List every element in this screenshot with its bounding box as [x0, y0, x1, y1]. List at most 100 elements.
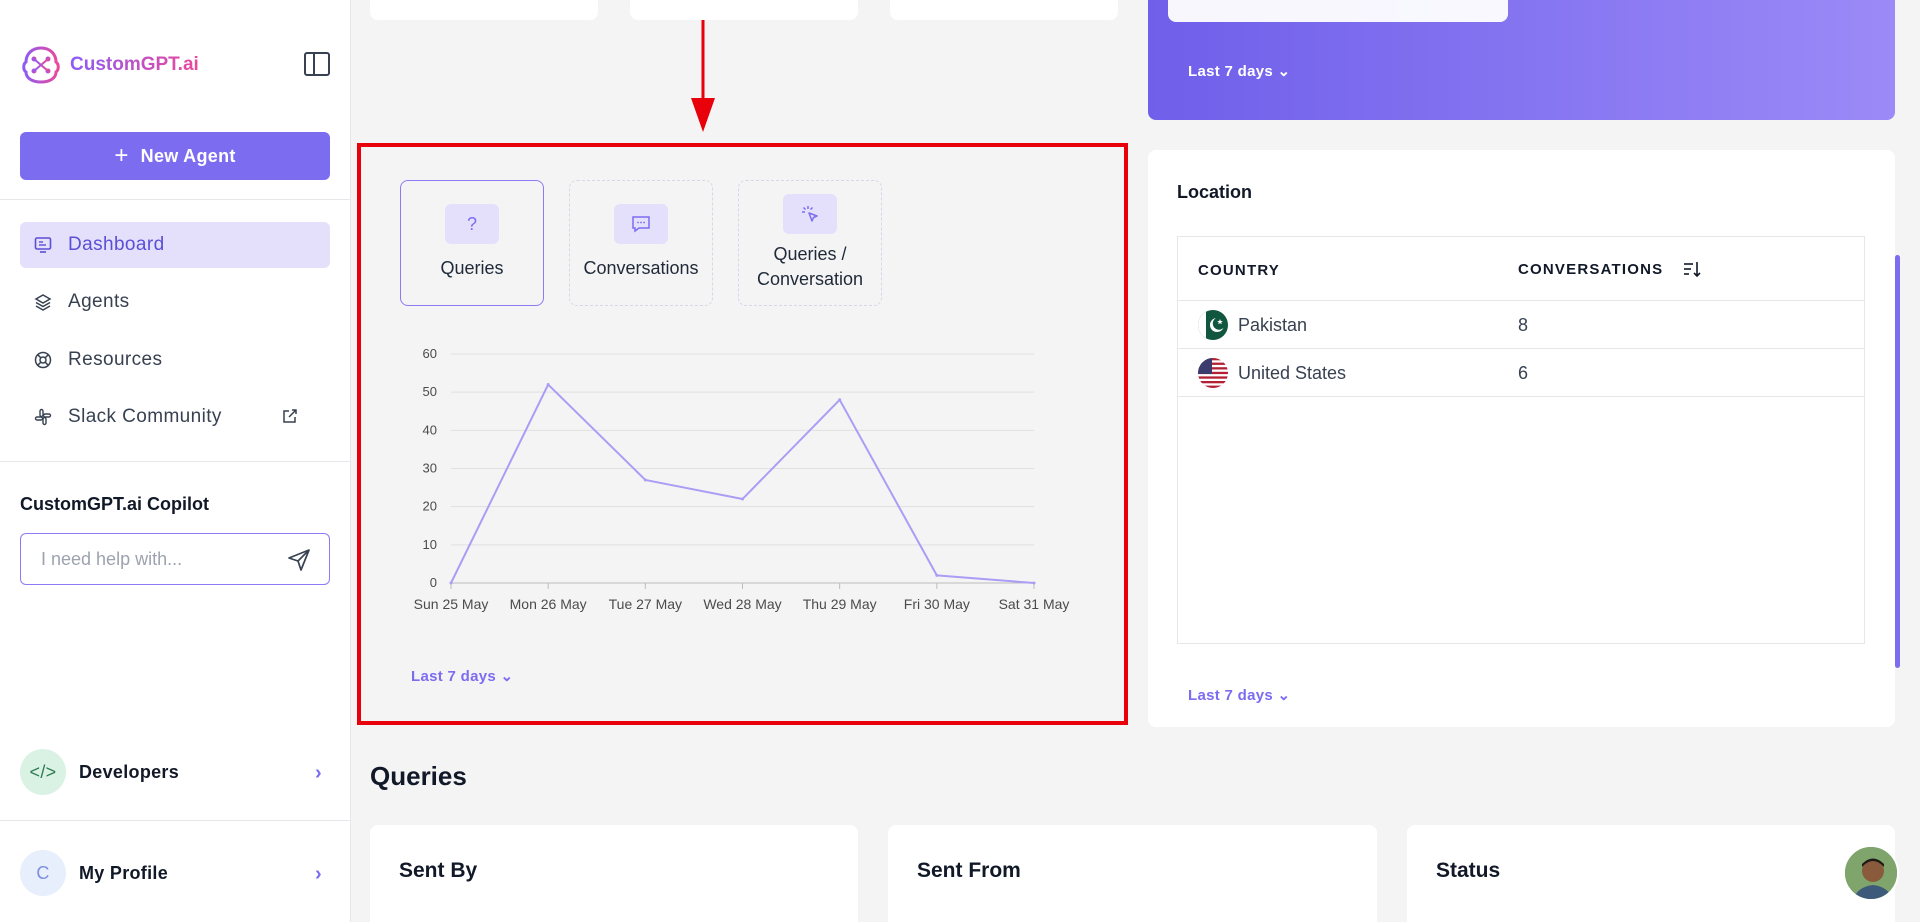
send-icon[interactable]	[287, 548, 311, 572]
sent-by-card: Sent By	[370, 825, 858, 922]
x-tick-label: Mon 26 May	[510, 596, 587, 612]
tab-label-line1: Queries /	[773, 243, 847, 264]
y-tick-label: 30	[423, 461, 437, 476]
stat-card	[630, 0, 858, 20]
tab-label: Conversations	[583, 258, 699, 279]
data-point	[643, 478, 647, 482]
data-point	[546, 383, 550, 387]
x-tick-label: Tue 27 May	[609, 596, 682, 612]
data-point	[741, 497, 744, 501]
sidebar-item-slack-community[interactable]: Slack Community	[20, 394, 330, 440]
card-title: Sent By	[399, 859, 478, 882]
page-scrollbar[interactable]	[1895, 255, 1900, 668]
y-tick-label: 50	[423, 384, 437, 399]
tab-queries[interactable]: ? Queries	[400, 180, 544, 306]
sidebar-item-label: Dashboard	[68, 234, 165, 255]
summary-inner-bar	[1168, 0, 1508, 22]
country-name: Pakistan	[1238, 315, 1308, 335]
slack-icon	[34, 408, 52, 426]
conversation-count: 6	[1518, 363, 1529, 383]
table-header: COUNTRY CONVERSATIONS	[1178, 237, 1864, 301]
date-range-label: Last 7 days	[1188, 687, 1274, 704]
date-range-label: Last 7 days	[1188, 63, 1274, 80]
tab-queries-per-conversation[interactable]: Queries / Conversation	[738, 180, 882, 306]
queries-line-chart: 0 10 20 30 40 50 60 Sun 25 May Mon 26 May Tue 27 …	[414, 346, 1070, 612]
date-range-label: Last 7 days	[411, 668, 497, 685]
sidebar-toggle-icon[interactable]	[304, 52, 330, 76]
divider	[0, 199, 351, 200]
y-tick-label: 60	[423, 346, 437, 361]
date-range-dropdown[interactable]: Last 7 days ⌄	[1188, 62, 1290, 80]
sidebar-item-agents[interactable]: Agents	[20, 279, 330, 325]
data-point	[838, 398, 842, 402]
table-row: United States 6	[1178, 349, 1864, 397]
data-point	[1032, 581, 1036, 585]
question-icon: ?	[445, 204, 499, 245]
sidebar: CustomGPT.ai + New Agent Dashboard Agent…	[0, 0, 351, 922]
developers-label: Developers	[79, 761, 180, 782]
dashboard-icon	[34, 237, 52, 253]
chevron-right-icon: ›	[315, 762, 322, 784]
plus-icon: +	[114, 142, 129, 169]
chevron-right-icon: ›	[315, 863, 322, 885]
pakistan-flag-icon	[1198, 310, 1228, 340]
location-date-range-dropdown[interactable]: Last 7 days ⌄	[1188, 686, 1290, 704]
x-tick-label: Wed 28 May	[703, 596, 781, 612]
copilot-title: CustomGPT.ai Copilot	[20, 494, 209, 514]
annotation-arrow-icon	[691, 20, 715, 132]
external-link-icon	[283, 409, 297, 423]
tab-label-line2: Conversation	[756, 269, 864, 289]
data-point	[935, 573, 939, 577]
copilot-input-wrapper	[20, 533, 330, 585]
logo[interactable]: CustomGPT.ai	[20, 42, 330, 88]
cursor-click-icon	[783, 193, 837, 234]
chevron-down-icon: ⌄	[1277, 63, 1291, 80]
tab-label: Queries	[440, 258, 504, 279]
us-flag-icon	[1198, 358, 1228, 388]
sidebar-item-dashboard[interactable]: Dashboard	[20, 222, 330, 268]
person-avatar-icon	[1845, 847, 1897, 899]
divider	[0, 820, 351, 821]
country-name: United States	[1238, 363, 1347, 383]
new-agent-button[interactable]: + New Agent	[20, 132, 330, 180]
queries-section-title: Queries	[370, 761, 467, 791]
y-tick-label: 10	[423, 537, 437, 552]
x-tick-label: Sun 25 May	[414, 596, 489, 612]
location-title: Location	[1177, 182, 1252, 202]
profile-label: My Profile	[79, 862, 169, 883]
sidebar-item-label: Agents	[68, 291, 130, 312]
sort-icon[interactable]	[1682, 259, 1702, 279]
x-tick-label: Sat 31 May	[999, 596, 1070, 612]
purple-summary-card: Last 7 days ⌄	[1148, 0, 1895, 120]
location-table: COUNTRY CONVERSATIONS Pakistan 8 United …	[1177, 236, 1865, 644]
y-tick-label: 40	[423, 422, 437, 437]
sidebar-item-label: Resources	[68, 349, 163, 370]
layers-icon	[34, 294, 52, 311]
brain-logo-icon	[22, 46, 60, 84]
my-profile-link[interactable]: C My Profile ›	[20, 849, 330, 897]
x-tick-label: Thu 29 May	[803, 596, 877, 612]
status-card: Status	[1407, 825, 1895, 922]
stat-card	[890, 0, 1118, 20]
sidebar-item-resources[interactable]: Resources	[20, 337, 330, 383]
column-header-conversations[interactable]: CONVERSATIONS	[1518, 261, 1664, 278]
series-line-queries	[450, 383, 1035, 584]
table-row: Pakistan 8	[1178, 301, 1864, 349]
tab-conversations[interactable]: Conversations	[569, 180, 713, 306]
support-chat-avatar[interactable]	[1843, 845, 1899, 901]
profile-avatar: C	[20, 850, 66, 896]
y-tick-label: 0	[430, 575, 437, 590]
chevron-down-icon: ⌄	[500, 668, 514, 685]
chart-date-range-dropdown[interactable]: Last 7 days ⌄	[411, 667, 513, 685]
card-title: Status	[1436, 859, 1501, 882]
column-header-country: COUNTRY	[1198, 262, 1281, 279]
location-card: Location COUNTRY CONVERSATIONS Pakistan …	[1148, 150, 1895, 727]
copilot-input[interactable]	[41, 548, 271, 570]
sidebar-item-label: Slack Community	[68, 406, 222, 427]
app-name: CustomGPT.ai	[70, 54, 199, 75]
lifebuoy-icon	[34, 351, 52, 369]
sent-from-card: Sent From	[888, 825, 1377, 922]
y-tick-label: 20	[423, 499, 437, 514]
developers-link[interactable]: </> Developers ›	[20, 748, 330, 796]
divider	[0, 461, 351, 462]
